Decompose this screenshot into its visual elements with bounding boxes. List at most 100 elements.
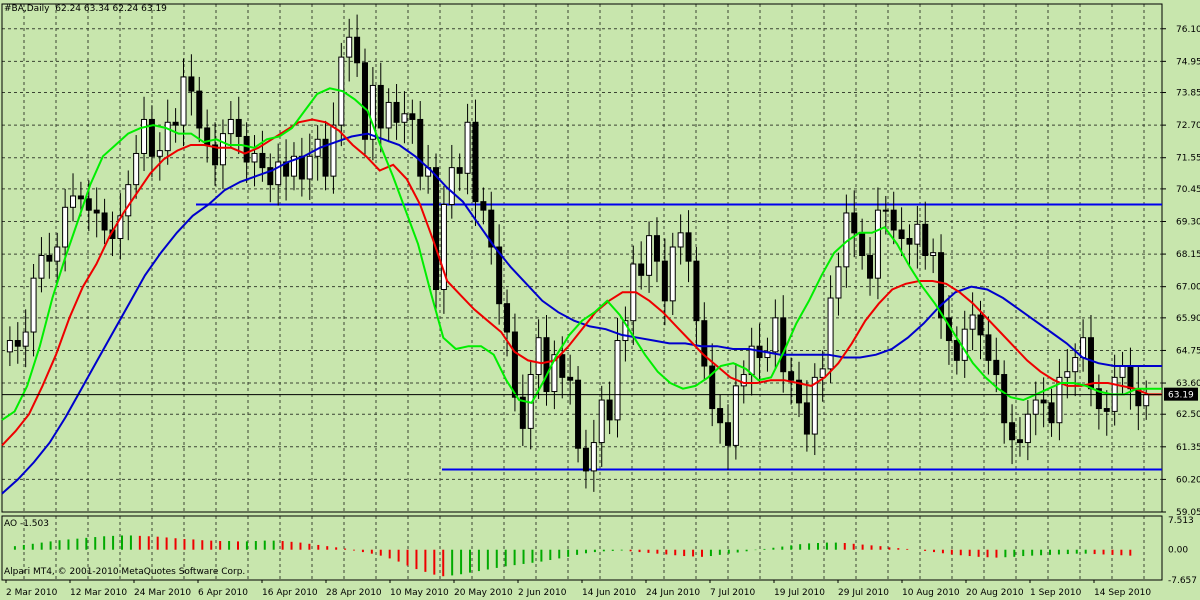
bull-candle (6, 340, 13, 353)
candle (1040, 377, 1047, 428)
ao-tick-label: 7.513 (1168, 516, 1194, 526)
bear-candle (243, 135, 250, 163)
bear-candle (796, 379, 803, 404)
bull-candle (669, 246, 676, 302)
bear-candle (938, 252, 945, 319)
candle (898, 207, 905, 257)
date-label: 29 Jul 2010 (838, 588, 889, 598)
candle (433, 153, 440, 311)
candle (101, 198, 108, 245)
bull-candle (290, 155, 297, 177)
candle (1001, 360, 1008, 444)
candle (756, 323, 763, 382)
candle (314, 125, 321, 181)
bull-candle (598, 399, 605, 444)
price-tick-label: 71.55 (1176, 154, 1200, 164)
bear-candle (377, 84, 384, 129)
candle (227, 101, 234, 148)
candle (764, 337, 771, 372)
bull-candle (819, 368, 826, 378)
candle (669, 232, 676, 316)
chart-grid (2, 4, 1162, 580)
bear-candle (361, 62, 368, 140)
candle (1119, 351, 1126, 395)
candle (622, 306, 629, 362)
ao-tick-label: 0.00 (1168, 546, 1188, 556)
bull-candle (164, 121, 171, 152)
bear-candle (890, 209, 897, 231)
bear-candle (898, 229, 905, 239)
bear-candle (638, 263, 645, 276)
bull-candle (827, 297, 834, 370)
bull-candle (117, 215, 124, 239)
bear-candle (803, 402, 810, 435)
date-label: 20 May 2010 (454, 588, 513, 598)
candle (180, 58, 187, 147)
candle (819, 350, 826, 402)
candle (551, 340, 558, 410)
date-label: 2 Jun 2010 (518, 588, 567, 598)
candle (417, 101, 424, 191)
bull-candle (346, 36, 353, 58)
ao-label: AO -1.503 (4, 519, 49, 529)
candle (393, 84, 400, 140)
candle (204, 109, 211, 163)
candle (1127, 347, 1134, 410)
price-tick-label: 69.30 (1176, 217, 1200, 227)
candle (543, 315, 550, 406)
candle (938, 234, 945, 339)
candle (693, 246, 700, 346)
bear-candle (1001, 374, 1008, 424)
bear-candle (922, 223, 929, 256)
candle (464, 103, 471, 195)
bull-candle (1056, 376, 1063, 424)
candle (914, 205, 921, 269)
candle (133, 135, 140, 199)
candle (582, 429, 589, 489)
candle (14, 322, 21, 364)
bear-candle (77, 195, 84, 200)
date-label: 24 Mar 2010 (134, 588, 191, 598)
bull-candle (227, 118, 234, 135)
date-label: 10 Aug 2010 (902, 588, 960, 598)
bear-candle (582, 447, 589, 472)
candle (922, 201, 929, 270)
candle (606, 381, 613, 435)
candle (409, 99, 416, 144)
bull-candle (330, 124, 337, 177)
bear-candle (653, 235, 660, 262)
candle (346, 18, 353, 82)
bear-candle (354, 36, 361, 64)
price-tick-label: 62.50 (1176, 410, 1200, 420)
ma-slow-line (1, 132, 1162, 495)
bull-candle (401, 113, 408, 123)
bear-candle (148, 118, 155, 157)
candle (906, 224, 913, 266)
candle (519, 374, 526, 446)
bear-candle (1016, 439, 1023, 444)
bear-candle (906, 237, 913, 245)
candle (456, 153, 463, 191)
bear-candle (859, 232, 866, 256)
bull-candle (811, 376, 818, 435)
current-price-label: 63.19 (1168, 391, 1194, 401)
price-tick-label: 59.05 (1176, 508, 1200, 518)
bull-candle (614, 340, 621, 421)
date-label: 2 Mar 2010 (6, 588, 58, 598)
candle (1016, 417, 1023, 457)
bear-candle (1087, 337, 1094, 390)
candle (46, 232, 53, 279)
price-tick-label: 64.75 (1176, 346, 1200, 356)
candle (835, 252, 842, 316)
bear-candle (14, 340, 21, 347)
bull-candle (882, 209, 889, 212)
candle (6, 326, 13, 367)
candles-group (6, 14, 1150, 492)
candle (440, 186, 447, 314)
date-label: 10 May 2010 (390, 588, 449, 598)
candle (1056, 358, 1063, 441)
copyright-text: Alpari MT4, © 2001-2010 MetaQuotes Softw… (4, 567, 246, 577)
candle (961, 310, 968, 378)
bull-candle (464, 121, 471, 174)
